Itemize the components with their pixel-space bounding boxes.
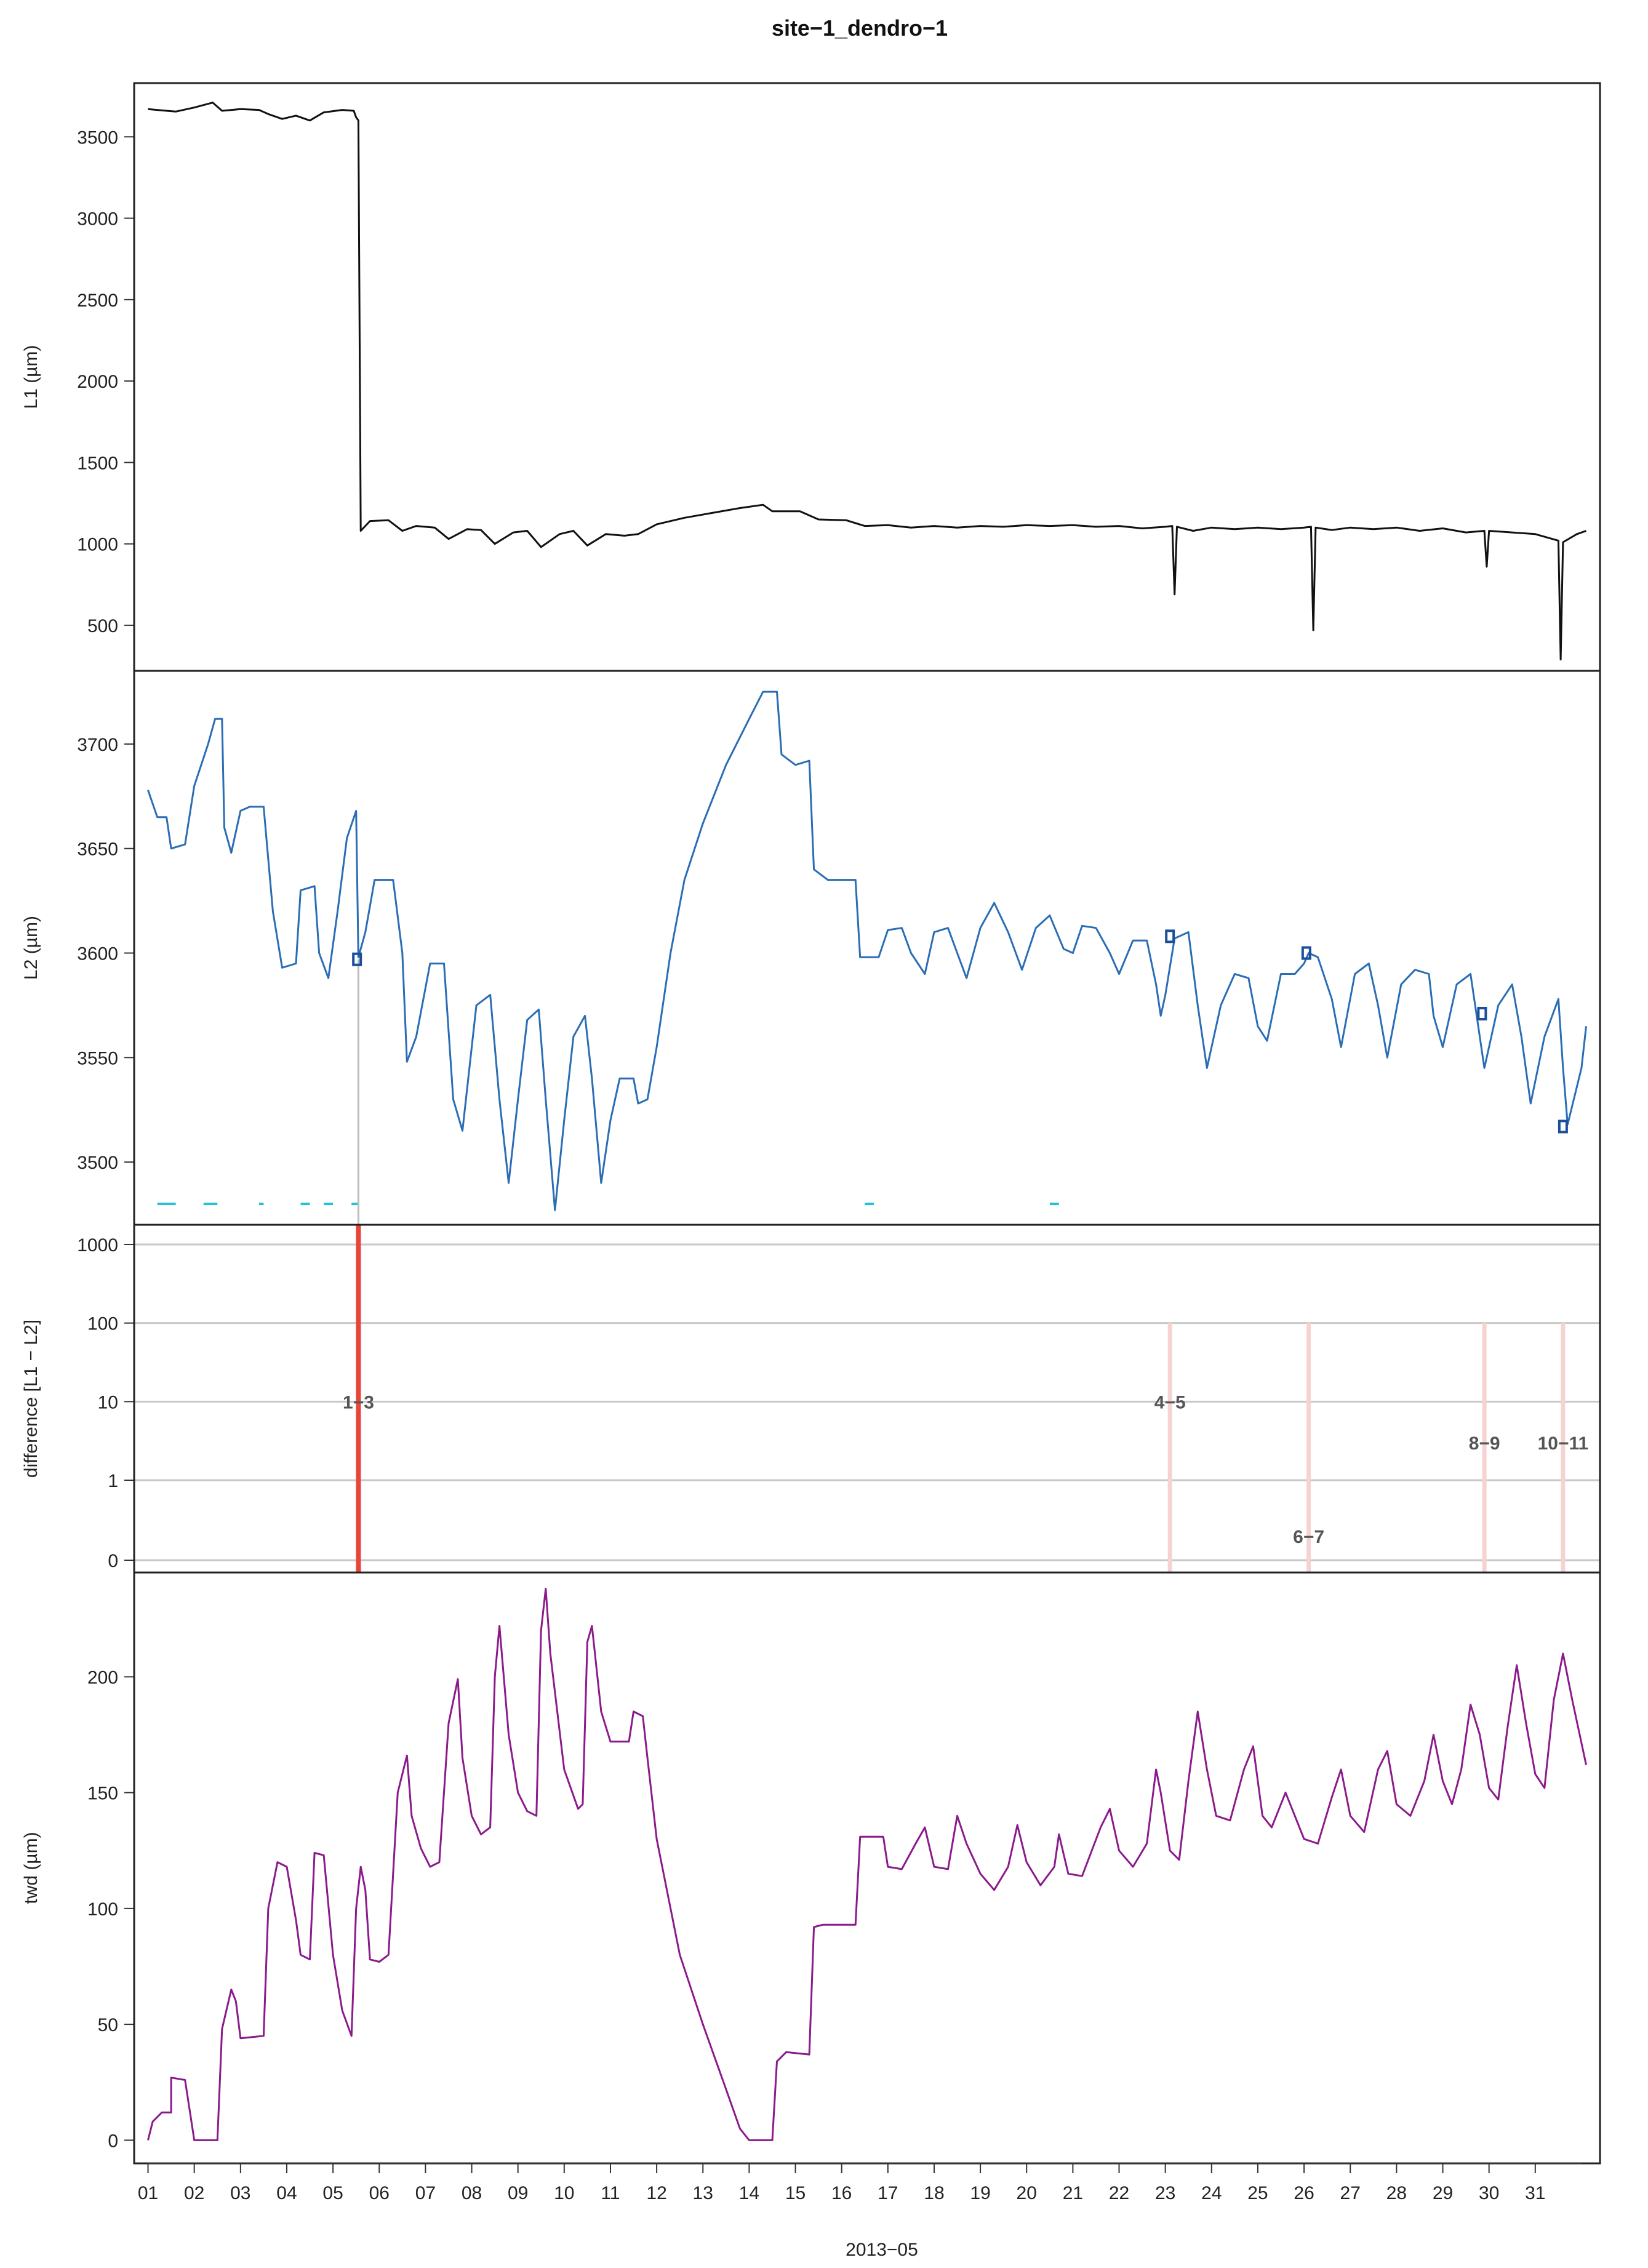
y-tick-label: 1500 bbox=[77, 453, 118, 473]
y-tick-label: 100 bbox=[87, 1314, 118, 1334]
chart-title: site−1_dendro−1 bbox=[772, 15, 948, 41]
x-tick-label: 17 bbox=[878, 2183, 898, 2203]
y-tick-label: 1 bbox=[108, 1471, 118, 1491]
x-tick-label: 26 bbox=[1294, 2183, 1314, 2203]
x-tick-label: 24 bbox=[1201, 2183, 1222, 2203]
x-tick-label: 30 bbox=[1479, 2183, 1499, 2203]
y-axis-label: twd (µm) bbox=[21, 1832, 41, 1904]
panel-frame bbox=[133, 1571, 1601, 2165]
event-label: 10−11 bbox=[1538, 1433, 1589, 1454]
event-label: 1−3 bbox=[343, 1392, 374, 1412]
y-tick-label: 3000 bbox=[77, 209, 118, 230]
x-tick-label: 16 bbox=[831, 2183, 852, 2203]
y-tick-label: 0 bbox=[108, 1551, 118, 1571]
data-marker bbox=[1477, 1006, 1487, 1020]
x-axis: 01 02 03 04 05 06 07 08 09 10 11 12 13 14 15 16 17 18 19 20… bbox=[138, 2163, 1582, 2203]
series-line-L1 bbox=[148, 102, 1586, 660]
series-line-L2 bbox=[147, 691, 1587, 1211]
y-axis-label: L1 (µm) bbox=[21, 345, 41, 409]
x-tick-label: 20 bbox=[1017, 2183, 1037, 2203]
y-tick-label: 150 bbox=[87, 1784, 118, 1804]
panel-difference: 0 1 10 100 1000 1−3 4−5 6−7 8−9 10−11 difference [… bbox=[21, 1224, 1601, 1574]
x-tick-label: 31 bbox=[1525, 2183, 1545, 2203]
data-marker bbox=[1301, 946, 1311, 960]
x-tick-label: 04 bbox=[276, 2183, 297, 2203]
x-tick-label: 13 bbox=[693, 2183, 713, 2203]
x-tick-label: 01 bbox=[138, 2183, 158, 2203]
x-tick-label: 27 bbox=[1340, 2183, 1361, 2203]
y-tick-label: 50 bbox=[98, 2015, 118, 2035]
panel-twd: 0 50 100 150 200 twd (µm) bbox=[21, 1571, 1601, 2165]
y-tick-label: 1000 bbox=[77, 535, 118, 555]
y-axis-label: difference [L1 − L2] bbox=[21, 1320, 41, 1478]
event-label: 6−7 bbox=[1293, 1527, 1324, 1547]
data-marker bbox=[1165, 929, 1175, 944]
x-tick-label: 02 bbox=[184, 2183, 204, 2203]
y-tick-label: 10 bbox=[98, 1392, 118, 1412]
x-tick-label: 15 bbox=[785, 2183, 806, 2203]
y-tick-label: 2500 bbox=[77, 291, 118, 311]
y-tick-label: 2000 bbox=[77, 372, 118, 392]
y-tick-label: 1000 bbox=[77, 1235, 118, 1256]
x-tick-label: 05 bbox=[322, 2183, 343, 2203]
x-tick-label: 14 bbox=[739, 2183, 759, 2203]
x-tick-label: 06 bbox=[369, 2183, 390, 2203]
panel-L2: 3500 3550 3600 3650 3700 L2 (µm) bbox=[21, 670, 1601, 1226]
y-tick-label: 100 bbox=[87, 1899, 118, 1920]
event-label: 4−5 bbox=[1154, 1392, 1186, 1412]
y-tick-label: 3500 bbox=[77, 1153, 118, 1173]
event-label: 8−9 bbox=[1469, 1433, 1500, 1454]
data-marker bbox=[1558, 1120, 1568, 1134]
x-tick-label: 21 bbox=[1063, 2183, 1083, 2203]
y-tick-label: 3600 bbox=[77, 944, 118, 964]
panel-L1: 500 1000 1500 2000 2500 3000 3500 L1 (µm) bbox=[21, 82, 1601, 672]
y-tick-label: 3550 bbox=[77, 1048, 118, 1068]
x-tick-label: 07 bbox=[415, 2183, 436, 2203]
x-tick-label: 23 bbox=[1155, 2183, 1175, 2203]
data-marker bbox=[352, 952, 362, 966]
x-tick-label: 03 bbox=[230, 2183, 250, 2203]
x-tick-label: 12 bbox=[646, 2183, 666, 2203]
x-axis-label: 2013−05 bbox=[846, 2240, 918, 2260]
x-tick-label: 22 bbox=[1109, 2183, 1129, 2203]
x-tick-label: 29 bbox=[1433, 2183, 1453, 2203]
x-tick-label: 19 bbox=[970, 2183, 990, 2203]
y-axis-label: L2 (µm) bbox=[21, 916, 41, 980]
y-tick-label: 500 bbox=[87, 616, 118, 636]
x-tick-label: 18 bbox=[924, 2183, 944, 2203]
series-line-twd bbox=[147, 1587, 1587, 2141]
x-tick-label: 10 bbox=[554, 2183, 574, 2203]
x-tick-label: 08 bbox=[462, 2183, 482, 2203]
x-tick-label: 09 bbox=[508, 2183, 528, 2203]
y-tick-label: 3700 bbox=[77, 735, 118, 755]
x-tick-label: 28 bbox=[1386, 2183, 1407, 2203]
y-tick-label: 200 bbox=[87, 1667, 118, 1688]
y-tick-label: 3650 bbox=[77, 839, 118, 860]
y-tick-label: 3500 bbox=[77, 127, 118, 148]
x-tick-label: 11 bbox=[601, 2183, 620, 2203]
x-tick-label: 25 bbox=[1247, 2183, 1268, 2203]
panel-frame bbox=[133, 670, 1601, 1226]
panel-frame bbox=[133, 82, 1601, 672]
y-tick-label: 0 bbox=[108, 2131, 118, 2151]
